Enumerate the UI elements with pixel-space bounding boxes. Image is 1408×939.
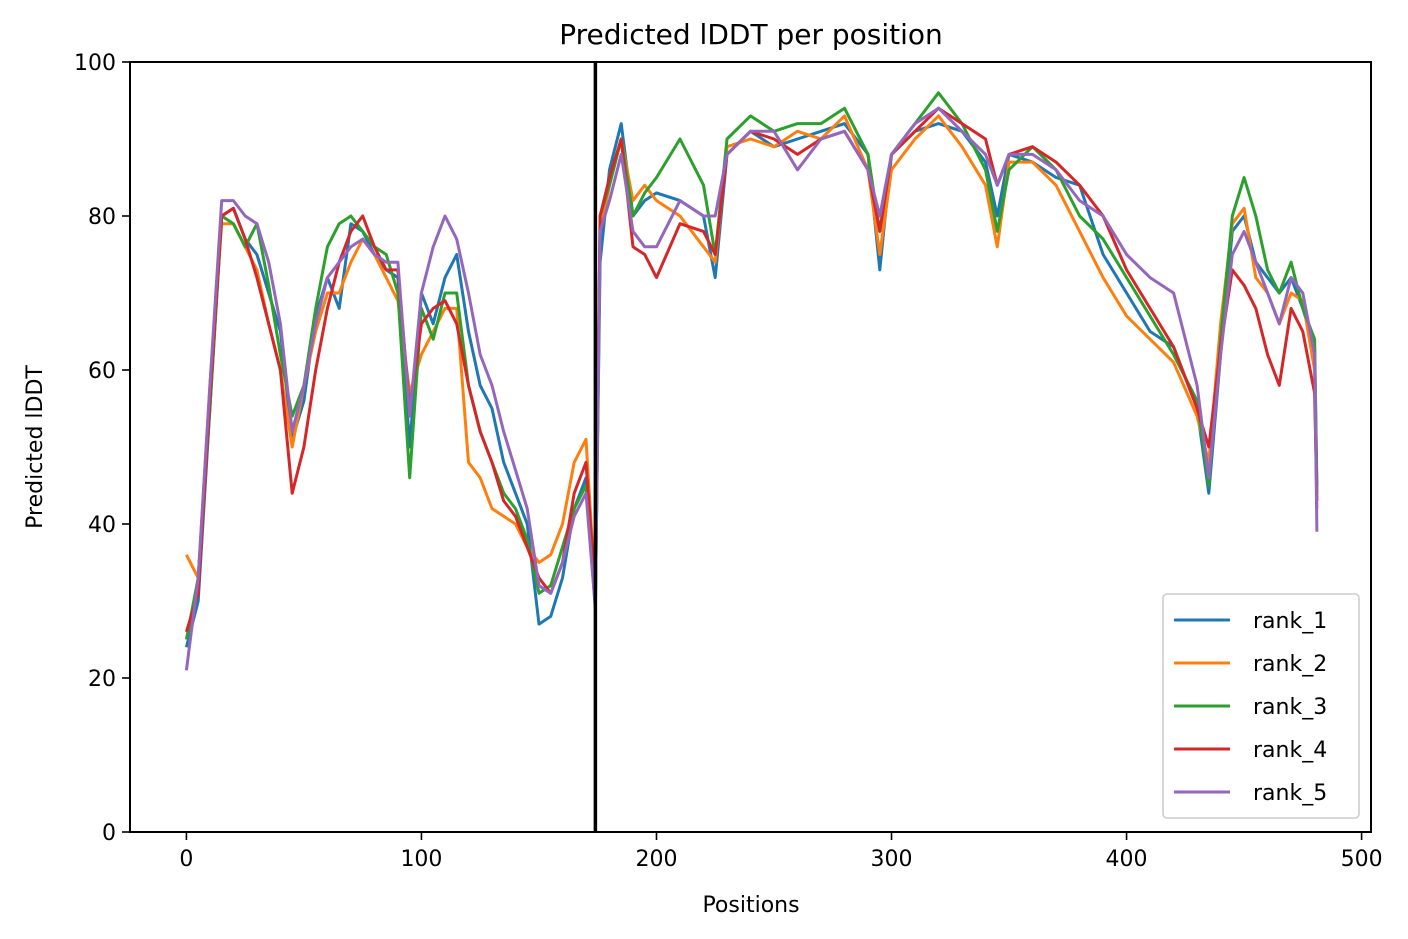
series-layer [184,91,1319,671]
legend-label-rank_4: rank_4 [1253,738,1327,763]
y-tick-label: 80 [88,205,116,230]
legend-label-rank_3: rank_3 [1253,695,1327,720]
x-axis-label: Positions [702,893,799,918]
x-tick-label: 0 [179,847,193,872]
x-axis-ticks: 0 100 200 300 400 500 [179,832,1383,872]
y-tick-label: 100 [74,51,116,76]
series-line-rank_5 [184,106,1319,671]
legend-label-rank_2: rank_2 [1253,652,1327,677]
y-axis-label: Predicted lDDT [23,365,48,529]
legend: rank_1 rank_2 rank_3 rank_4 rank_5 [1162,593,1360,819]
y-axis-ticks: 0 20 40 60 80 100 [74,51,130,846]
legend-label-rank_1: rank_1 [1253,609,1327,634]
x-tick-label: 100 [400,847,442,872]
plot-frame [129,61,1372,833]
series-line-rank_2 [185,114,1319,595]
x-tick-label: 300 [871,847,913,872]
legend-entries: rank_1 rank_2 rank_3 rank_4 rank_5 [1174,609,1327,806]
legend-label-rank_5: rank_5 [1253,781,1327,806]
y-tick-label: 60 [88,359,116,384]
x-tick-label: 200 [635,847,677,872]
legend-box [1162,593,1360,819]
series-line-rank_3 [184,91,1319,640]
y-tick-label: 0 [102,821,116,846]
x-tick-label: 500 [1341,847,1383,872]
y-tick-label: 20 [88,667,116,692]
chart-title: Predicted lDDT per position [559,18,943,51]
y-tick-label: 40 [88,513,116,538]
x-tick-label: 400 [1106,847,1148,872]
